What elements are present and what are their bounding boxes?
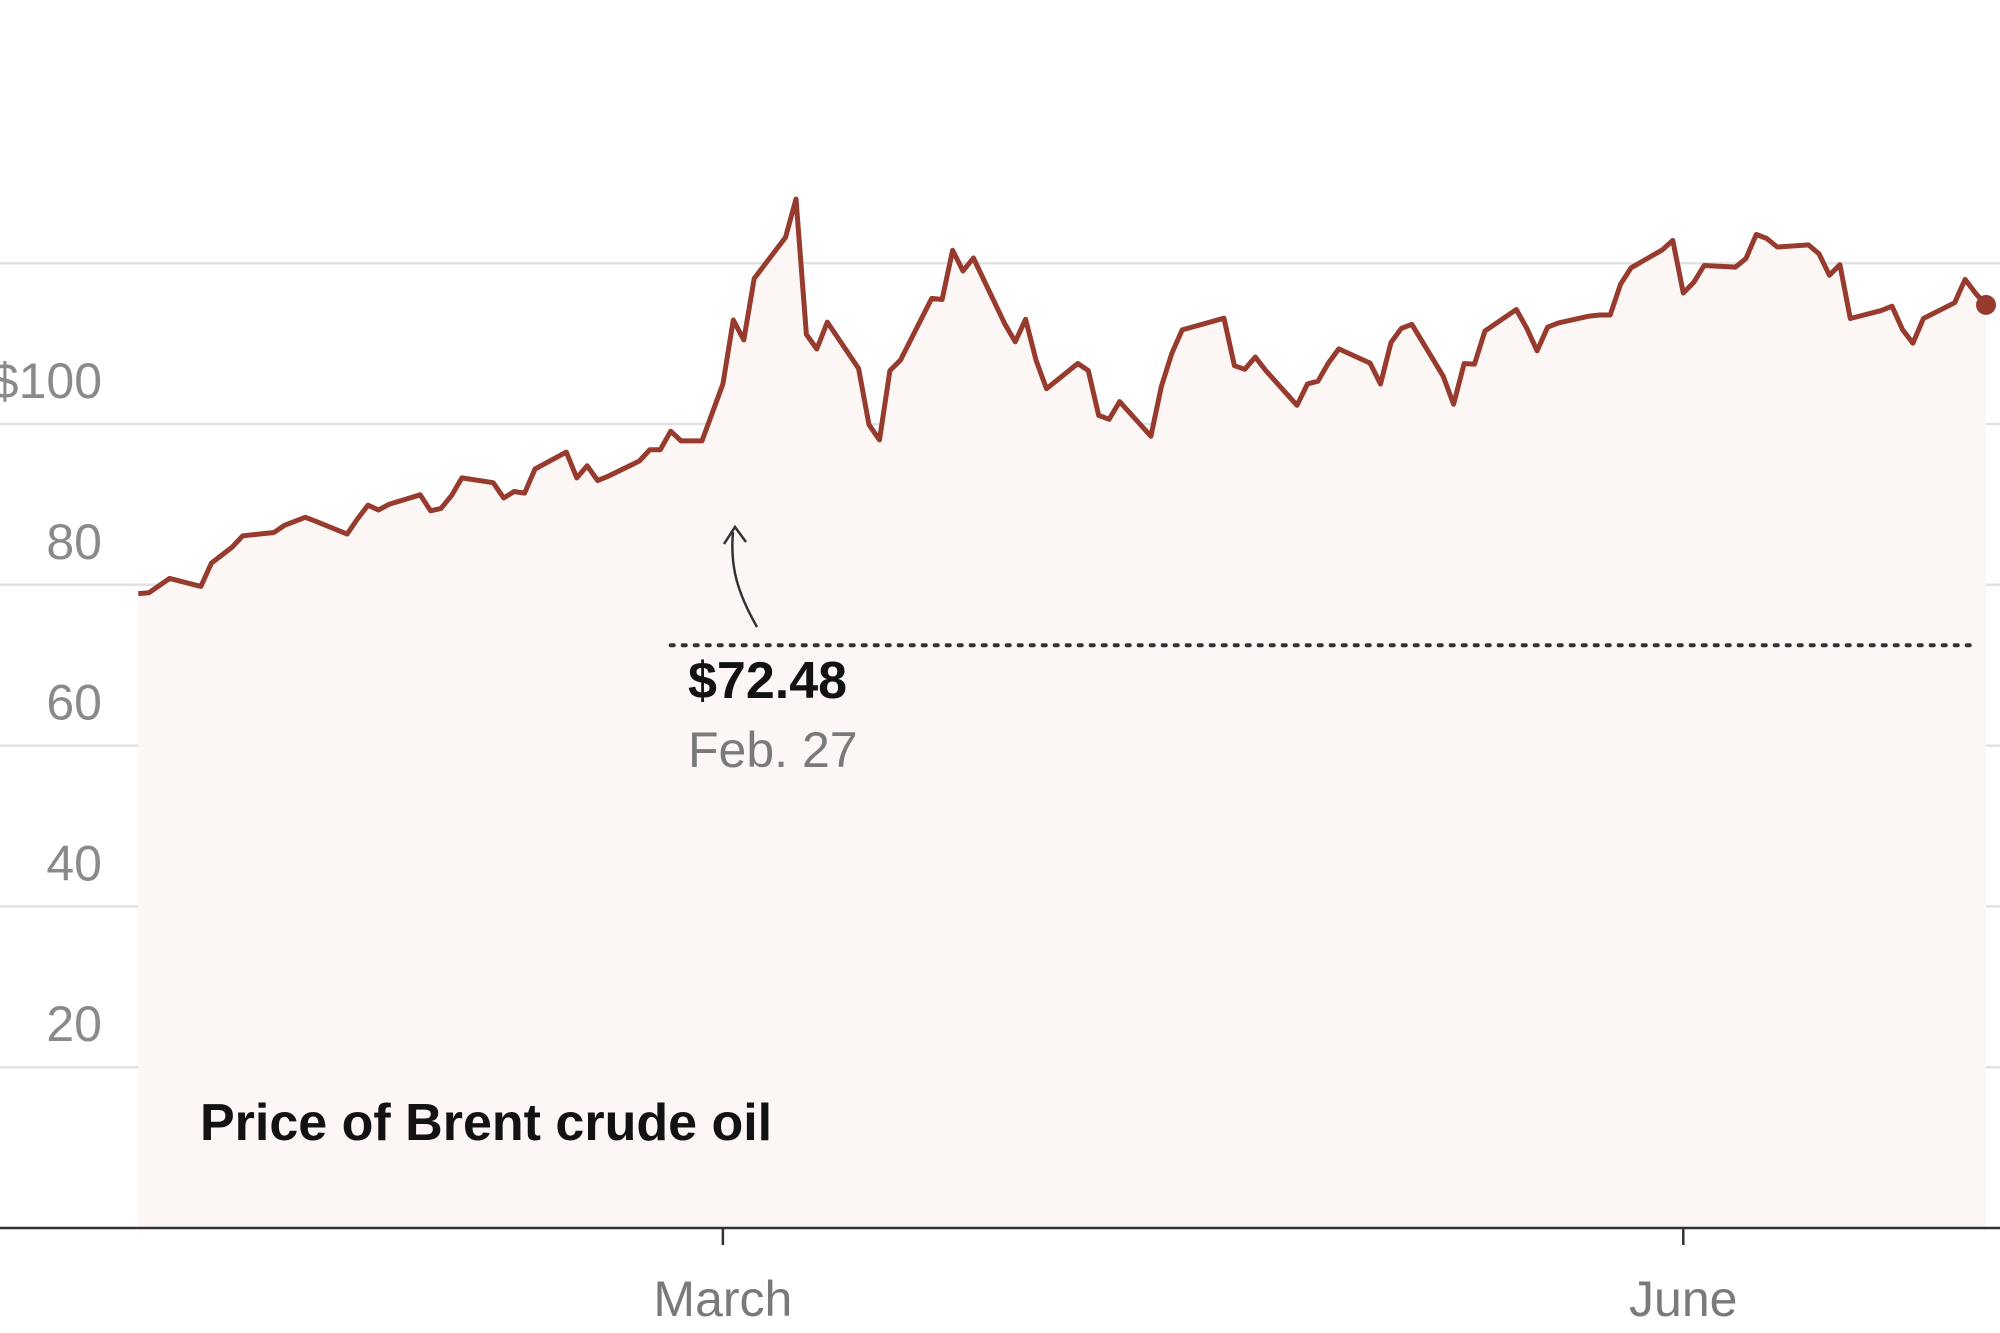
x-tick-label: June [1629, 1271, 1737, 1327]
annotation-date: Feb. 27 [688, 722, 858, 778]
y-tick-label: 60 [46, 675, 102, 731]
price-area-fill [138, 199, 1986, 1228]
y-tick-label: $100 [0, 353, 102, 409]
annotation-value: $72.48 [688, 652, 847, 710]
series-line-brent [138, 196, 1988, 597]
y-tick-label: 40 [46, 835, 102, 891]
last-value-dot [1976, 294, 1996, 315]
x-axis-ticks: March June [653, 1228, 1737, 1327]
x-tick-label: March [653, 1271, 792, 1327]
y-axis-ticks: 20 40 60 80 $100 [0, 353, 102, 1052]
chart-title: Price of Brent crude oil [200, 1094, 772, 1152]
y-tick-label: 20 [46, 996, 102, 1052]
annotation-arrow [722, 524, 759, 628]
y-tick-label: 80 [46, 514, 102, 570]
